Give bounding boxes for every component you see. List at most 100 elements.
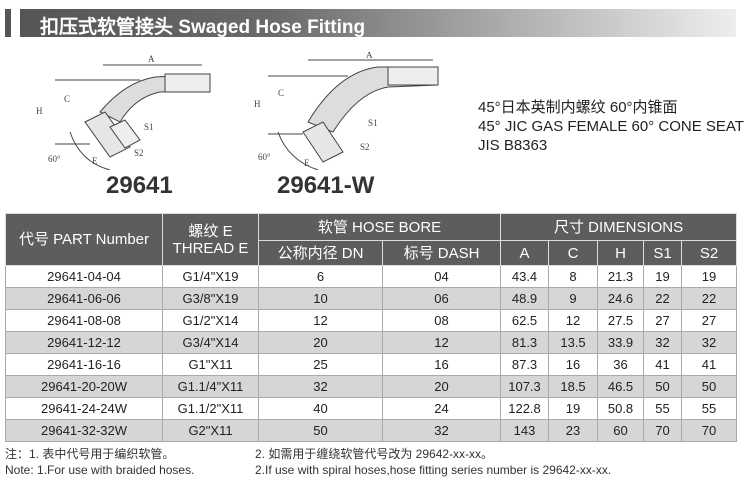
cell-s2: 70	[681, 419, 738, 442]
cell-dn: 25	[258, 353, 383, 376]
cell-s1: 22	[643, 287, 683, 310]
cell-dn: 32	[258, 375, 383, 398]
cell-dn: 12	[258, 309, 383, 332]
cell-s2: 50	[681, 375, 738, 398]
cell-a: 143	[500, 419, 550, 442]
cell-h: 33.9	[597, 331, 645, 354]
header-s2: S2	[681, 240, 738, 266]
table-row: 29641-20-20W G1.1/4"X11 32 20 107.3 18.5 46.5 5…	[5, 375, 738, 398]
cell-thread: G3/8"X19	[162, 287, 259, 310]
cell-s1: 32	[643, 331, 683, 354]
model-label-29641: 29641	[106, 172, 173, 199]
cell-s1: 19	[643, 265, 683, 288]
cell-part: 29641-04-04	[5, 265, 163, 288]
table-row: 29641-32-32W G2"X11 50 32 143 23 60 70 70	[5, 419, 738, 442]
cell-a: 48.9	[500, 287, 550, 310]
cell-c: 16	[548, 353, 599, 376]
fitting-drawing-29641: A H C E S1 S2 60°	[36, 54, 211, 170]
page-title: 扣压式软管接头 Swaged Hose Fitting	[40, 17, 366, 38]
dim-s1-label: S1	[144, 122, 154, 132]
dim-angle-label: 60°	[48, 154, 61, 164]
cell-h: 36	[597, 353, 645, 376]
dim-h-label: H	[36, 106, 43, 116]
header-dn: 公称内径 DN	[258, 240, 383, 266]
title-bar	[20, 9, 736, 37]
note-cn-1: 注：1. 表中代号用于编织软管。	[5, 447, 175, 461]
cell-h: 60	[597, 419, 645, 442]
cell-c: 9	[548, 287, 599, 310]
cell-s2: 27	[681, 309, 738, 332]
cell-thread: G1"X11	[162, 353, 259, 376]
cell-dash: 16	[381, 353, 502, 376]
cell-a: 62.5	[500, 309, 550, 332]
header-part: 代号 PART Number	[5, 213, 163, 266]
cell-thread: G1.1/4"X11	[162, 375, 259, 398]
specs-table: 代号 PART Number 螺纹 E THREAD E 软管 HOSE BOR…	[5, 213, 738, 442]
description: 45°日本英制内螺纹 60°内锥面 45° JIC GAS FEMALE 60°…	[478, 98, 744, 155]
cell-thread: G1.1/2"X11	[162, 397, 259, 420]
cell-part: 29641-12-12	[5, 331, 163, 354]
header-a: A	[500, 240, 550, 266]
cell-s2: 55	[681, 397, 738, 420]
cell-a: 122.8	[500, 397, 550, 420]
dim-e-label: E	[304, 158, 310, 168]
cell-a: 107.3	[500, 375, 550, 398]
cell-dn: 20	[258, 331, 383, 354]
cell-s2: 32	[681, 331, 738, 354]
dim-s1-label: S1	[368, 118, 378, 128]
fitting-drawing-29641-w: A H C E S1 S2 60°	[254, 52, 439, 170]
cell-part: 29641-24-24W	[5, 397, 163, 420]
cell-s1: 27	[643, 309, 683, 332]
dim-e-label: E	[92, 156, 98, 166]
dim-a-label: A	[148, 54, 155, 64]
cell-thread: G1/4"X19	[162, 265, 259, 288]
cell-dash: 12	[381, 331, 502, 354]
table-row: 29641-12-12 G3/4"X14 20 12 81.3 13.5 33.9 32 32	[5, 331, 738, 354]
header-c: C	[548, 240, 599, 266]
notes: 注：1. 表中代号用于编织软管。 2. 如需用于缠绕软管代号改为 29642-xx…	[5, 446, 745, 478]
header-h: H	[597, 240, 645, 266]
cell-dash: 32	[381, 419, 502, 442]
cell-a: 81.3	[500, 331, 550, 354]
cell-h: 27.5	[597, 309, 645, 332]
cell-s1: 50	[643, 375, 683, 398]
cell-h: 50.8	[597, 397, 645, 420]
cell-c: 18.5	[548, 375, 599, 398]
header-thread: 螺纹 E THREAD E	[162, 213, 259, 266]
header-dimensions: 尺寸 DIMENSIONS	[500, 213, 738, 241]
cell-s1: 41	[643, 353, 683, 376]
cell-s1: 55	[643, 397, 683, 420]
cell-c: 8	[548, 265, 599, 288]
cell-thread: G3/4"X14	[162, 331, 259, 354]
description-standard: JIS B8363	[478, 137, 548, 154]
cell-a: 87.3	[500, 353, 550, 376]
note-en-2: 2.If use with spiral hoses,hose fitting …	[255, 463, 612, 477]
cell-dash: 24	[381, 397, 502, 420]
cell-thread: G1/2"X14	[162, 309, 259, 332]
cell-h: 46.5	[597, 375, 645, 398]
table-row: 29641-08-08 G1/2"X14 12 08 62.5 12 27.5 27 27	[5, 309, 738, 332]
cell-part: 29641-16-16	[5, 353, 163, 376]
cell-c: 19	[548, 397, 599, 420]
dim-angle-label: 60°	[258, 152, 271, 162]
header-s1: S1	[643, 240, 683, 266]
cell-dash: 06	[381, 287, 502, 310]
cell-thread: G2"X11	[162, 419, 259, 442]
cell-h: 24.6	[597, 287, 645, 310]
cell-dn: 10	[258, 287, 383, 310]
cell-part: 29641-20-20W	[5, 375, 163, 398]
table-row: 29641-16-16 G1"X11 25 16 87.3 16 36 41 41	[5, 353, 738, 376]
cell-s2: 22	[681, 287, 738, 310]
cell-dn: 6	[258, 265, 383, 288]
cell-h: 21.3	[597, 265, 645, 288]
cell-dash: 20	[381, 375, 502, 398]
header-dash: 标号 DASH	[381, 240, 502, 266]
dim-s2-label: S2	[360, 142, 370, 152]
cell-dn: 40	[258, 397, 383, 420]
dim-c-label: C	[64, 94, 70, 104]
cell-part: 29641-06-06	[5, 287, 163, 310]
model-label-29641-w: 29641-W	[277, 172, 375, 199]
dim-s2-label: S2	[134, 148, 144, 158]
cell-s1: 70	[643, 419, 683, 442]
cell-part: 29641-32-32W	[5, 419, 163, 442]
